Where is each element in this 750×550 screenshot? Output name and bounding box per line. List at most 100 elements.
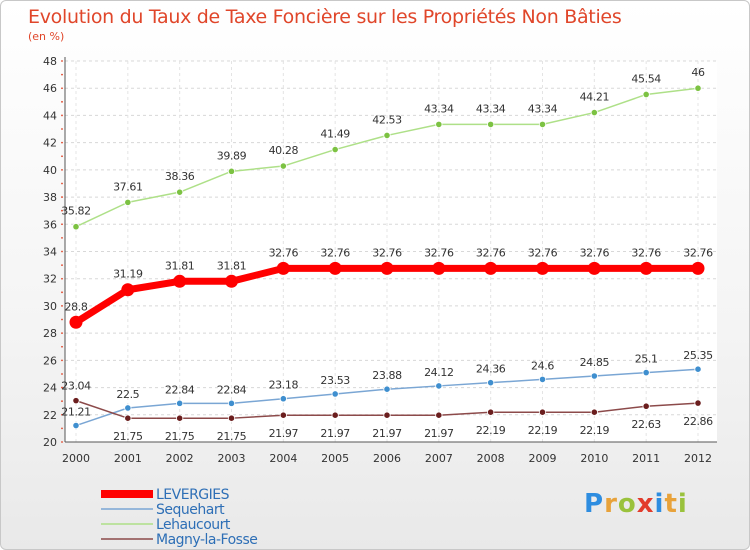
data-point — [383, 131, 391, 140]
y-axis-dot — [61, 277, 63, 280]
data-label: 21.97 — [320, 427, 350, 440]
data-point — [279, 162, 287, 170]
x-tick-label: 2008 — [477, 452, 505, 465]
x-tick-label: 2007 — [425, 452, 453, 465]
legend-label: Lehaucourt — [156, 517, 231, 533]
y-axis-dot — [61, 332, 63, 335]
logo-letter: t — [664, 489, 678, 519]
x-tick-label: 2012 — [684, 452, 712, 465]
y-axis-dot — [61, 386, 63, 389]
data-label: 31.19 — [113, 268, 143, 281]
data-label: 40.28 — [269, 144, 299, 157]
data-label: 21.97 — [269, 427, 299, 440]
data-point — [435, 382, 443, 390]
data-point — [694, 365, 702, 373]
data-label: 21.75 — [217, 430, 247, 443]
y-axis-dot — [61, 182, 63, 185]
data-label: 21.75 — [113, 430, 143, 443]
x-tick-label: 2009 — [529, 452, 557, 465]
data-label: 43.34 — [528, 102, 558, 115]
y-axis-dot — [61, 128, 63, 130]
data-point — [484, 261, 498, 275]
data-point — [279, 395, 287, 403]
y-axis-dot — [61, 73, 63, 76]
data-label: 31.81 — [217, 259, 247, 272]
y-tick-label: 48 — [43, 55, 57, 68]
y-axis-dot — [61, 359, 63, 362]
x-tick-label: 2002 — [166, 452, 194, 465]
y-tick-label: 36 — [43, 218, 57, 231]
data-point — [487, 120, 495, 129]
proxiti-logo: Proxiti — [584, 489, 688, 519]
data-point — [435, 411, 443, 419]
y-axis-dot — [61, 291, 63, 294]
data-label: 44.21 — [580, 91, 610, 104]
y-axis-dot — [61, 209, 63, 212]
y-axis-dot — [61, 168, 63, 171]
data-point — [590, 408, 598, 416]
data-point — [587, 261, 601, 275]
data-label: 28.8 — [65, 300, 88, 313]
y-axis-dot — [61, 196, 63, 198]
y-axis-dot — [61, 345, 63, 348]
data-label: 32.76 — [683, 246, 713, 259]
data-label: 45.54 — [631, 72, 661, 85]
y-axis-dot — [61, 441, 63, 443]
data-label: 22.19 — [528, 424, 558, 437]
data-point — [432, 261, 446, 275]
x-tick-label: 2001 — [114, 452, 142, 465]
data-label: 42.53 — [372, 113, 402, 126]
y-axis-dot — [61, 114, 63, 117]
data-point — [536, 261, 549, 275]
y-axis-dot — [61, 400, 63, 403]
data-label: 21.97 — [372, 427, 402, 440]
data-point — [694, 399, 702, 407]
data-point — [279, 411, 287, 419]
data-point — [121, 283, 135, 297]
data-label: 22.5 — [116, 388, 139, 401]
x-tick-label: 2004 — [269, 452, 297, 465]
data-point — [383, 411, 391, 419]
y-axis-dot — [61, 264, 63, 267]
data-label: 23.04 — [61, 380, 91, 393]
y-tick-label: 22 — [43, 409, 57, 422]
y-tick-label: 42 — [43, 137, 57, 150]
data-point — [642, 369, 650, 377]
data-point — [590, 372, 598, 380]
x-tick-label: 2003 — [218, 452, 246, 465]
logo-letter: r — [604, 489, 618, 519]
y-tick-label: 30 — [43, 300, 57, 313]
data-point — [124, 404, 132, 412]
data-label: 43.34 — [424, 102, 454, 115]
data-label: 39.89 — [217, 149, 247, 162]
y-tick-label: 38 — [43, 191, 57, 204]
legend-label: Magny-la-Fosse — [156, 532, 257, 548]
data-label: 24.36 — [476, 363, 506, 376]
y-tick-label: 46 — [43, 82, 57, 95]
data-point — [176, 414, 184, 422]
y-axis-dot — [61, 373, 63, 375]
data-point — [276, 261, 290, 275]
data-point — [227, 167, 236, 175]
data-point — [639, 261, 653, 275]
y-tick-label: 32 — [43, 273, 57, 286]
data-label: 24.12 — [424, 366, 454, 379]
chart-unit: (en %) — [28, 30, 65, 43]
legend-label: LEVERGIES — [156, 487, 230, 503]
data-label: 22.84 — [165, 383, 195, 396]
y-axis-dot — [61, 87, 63, 90]
y-axis-dot — [61, 250, 63, 253]
data-point — [691, 261, 705, 275]
data-point — [176, 188, 184, 196]
y-tick-label: 44 — [43, 109, 57, 122]
y-tick-label: 34 — [43, 246, 57, 259]
logo-letter: i — [654, 489, 665, 519]
data-point — [642, 90, 650, 99]
data-label: 35.82 — [61, 205, 91, 218]
data-label: 22.86 — [683, 415, 713, 428]
data-label: 23.88 — [372, 369, 402, 382]
y-axis-dot — [61, 427, 63, 430]
data-label: 32.76 — [320, 246, 350, 259]
data-point — [227, 399, 236, 407]
